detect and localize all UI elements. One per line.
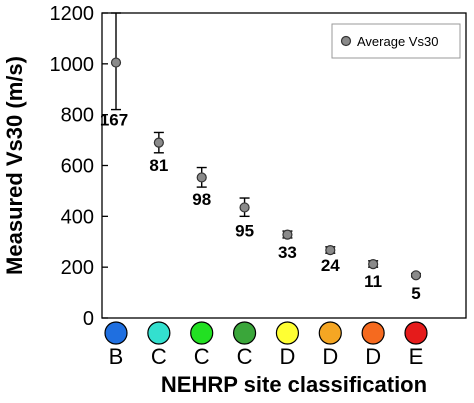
data-point xyxy=(410,270,422,281)
y-tick-label: 200 xyxy=(61,257,94,279)
site-class-label: C xyxy=(194,344,210,369)
site-class-label: E xyxy=(409,344,424,369)
site-class-label: C xyxy=(237,344,253,369)
count-label: 11 xyxy=(364,272,382,291)
site-class-marker xyxy=(147,321,171,345)
site-class-marker xyxy=(104,321,128,345)
count-label: 5 xyxy=(411,284,420,303)
y-tick-label: 800 xyxy=(61,105,94,127)
site-class-marker xyxy=(318,321,342,345)
y-tick-label: 1200 xyxy=(50,3,95,25)
count-label: 81 xyxy=(149,156,168,175)
legend-marker xyxy=(340,35,352,47)
data-point xyxy=(196,172,207,183)
data-point xyxy=(239,202,250,213)
site-class-label: C xyxy=(151,344,167,369)
site-class-label: D xyxy=(322,344,338,369)
count-label: 167 xyxy=(100,111,128,130)
site-class-marker xyxy=(275,321,300,345)
legend-label: Average Vs30 xyxy=(357,34,438,49)
legend-box xyxy=(331,23,461,59)
y-tick-label: 0 xyxy=(83,308,94,330)
site-class-label: D xyxy=(365,344,381,369)
count-label: 95 xyxy=(235,221,254,240)
site-class-label: B xyxy=(109,344,124,369)
site-class-marker xyxy=(361,321,385,345)
count-label: 24 xyxy=(321,256,340,275)
data-point xyxy=(368,259,379,270)
data-point xyxy=(282,229,293,240)
y-tick-label: 400 xyxy=(61,206,94,228)
y-tick-label: 600 xyxy=(61,156,94,178)
y-tick-label: 1000 xyxy=(50,54,95,76)
data-point xyxy=(153,137,164,148)
site-class-marker xyxy=(404,321,428,345)
site-class-label: D xyxy=(279,344,295,369)
count-label: 98 xyxy=(192,190,211,209)
y-axis-title: Measured Vs30 (m/s) xyxy=(2,56,27,275)
site-class-marker xyxy=(232,321,257,345)
data-point xyxy=(325,245,336,256)
data-point xyxy=(110,57,122,68)
x-axis-title: NEHRP site classification xyxy=(161,372,427,397)
count-label: 33 xyxy=(278,243,297,262)
site-class-marker xyxy=(190,321,214,345)
